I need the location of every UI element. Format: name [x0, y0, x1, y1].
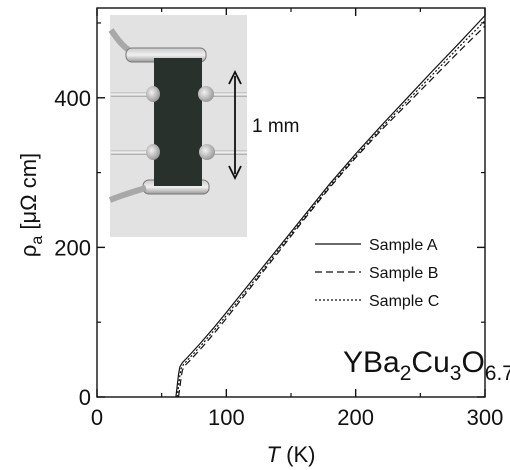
axis-ticks: 0 100 200 300 0 200 400 [54, 8, 503, 430]
formula-subscript: 2 [400, 362, 412, 385]
series-line-sample-c [176, 20, 486, 398]
formula-text: Cu [411, 346, 449, 379]
y-tick-label: 0 [79, 385, 91, 410]
x-tick-label: 300 [467, 405, 504, 430]
photo-crystal [154, 58, 202, 186]
scale-arrow-head-down [228, 165, 242, 181]
photo-contact-blob [199, 144, 215, 160]
photo-wire-left-lower [111, 150, 155, 155]
photo-contact-blob [146, 144, 160, 160]
photo-wire-left-upper [111, 92, 155, 97]
legend-label: Sample A [369, 237, 438, 254]
series-line-sample-a [175, 15, 486, 398]
x-axis-title: T (K) [267, 442, 316, 467]
scale-label: 1 mm [252, 116, 300, 137]
sample-photo-inset [108, 15, 247, 237]
x-tick-label: 200 [337, 405, 374, 430]
series-line-sample-b [177, 25, 486, 398]
x-tick-label: 100 [208, 405, 245, 430]
photo-bottom-wire [108, 185, 147, 203]
legend-label: Sample B [369, 265, 438, 282]
formula-text: O [461, 346, 484, 379]
photo-wire-right-upper [200, 92, 247, 97]
formula-subscript: 3 [450, 362, 462, 385]
photo-contact-blob [198, 86, 214, 102]
scale-arrow-head-up [228, 69, 242, 85]
series-group [175, 15, 486, 398]
formula-text: YBa [343, 346, 400, 379]
y-tick-label: 200 [54, 235, 91, 260]
compound-formula: YBa2Cu3O6.75 [343, 346, 510, 385]
legend-label: Sample C [369, 293, 439, 310]
x-tick-label: 0 [91, 405, 103, 430]
photo-contact-blob [146, 86, 160, 102]
formula-subscript: 6.75 [485, 362, 510, 385]
legend: Sample A Sample B Sample C [315, 237, 439, 310]
photo-wire-right-lower [200, 150, 247, 155]
y-tick-label: 400 [54, 86, 91, 111]
y-axis-title: ρa [μΩ cm] [16, 153, 46, 257]
